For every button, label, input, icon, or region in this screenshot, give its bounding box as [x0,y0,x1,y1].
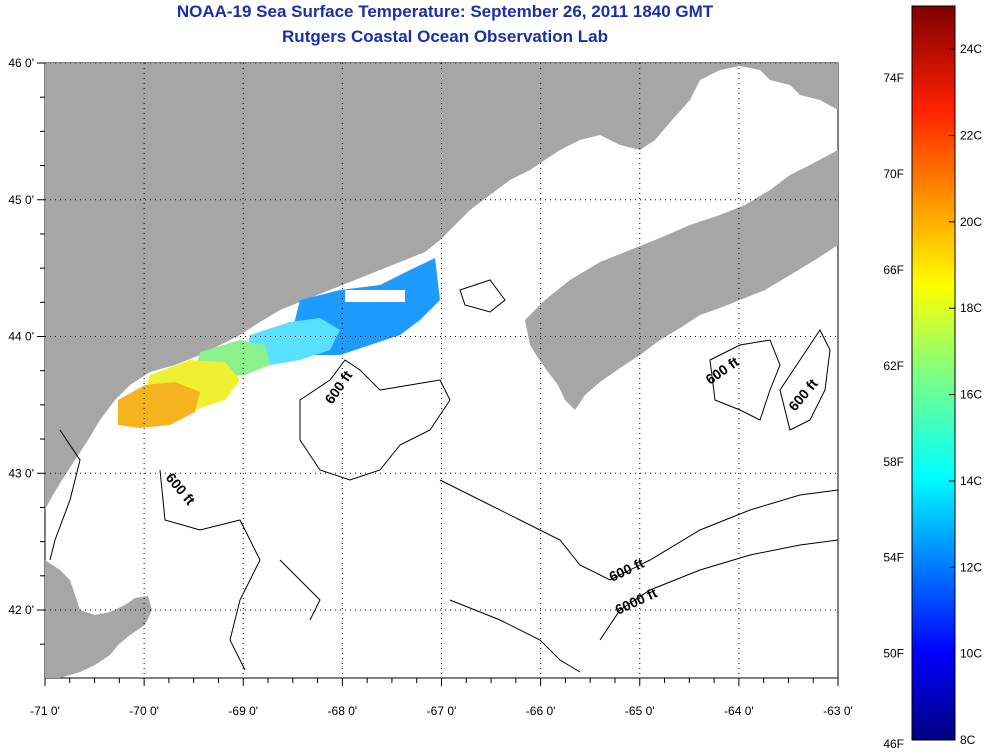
colorbar [911,5,956,741]
colorbar-f-label: 50F [883,647,904,661]
colorbar-f-label: 46F [883,737,904,751]
latitude-axis: 46 0' 45 0' 44 0' 43 0' 42 0' [8,56,45,645]
colorbar-f-label: 66F [883,263,904,277]
lon-label: -68 0' [328,704,358,718]
colorbar-f-label: 54F [883,551,904,565]
massachusetts-land [45,560,152,678]
colorbar-c-label: 24C [960,42,982,56]
lon-label: -69 0' [228,704,258,718]
colorbar-f-label: 70F [883,167,904,181]
colorbar-c-label: 10C [960,647,982,661]
nova-scotia-land [525,150,838,410]
lon-label: -67 0' [427,704,457,718]
lon-label: -63 0' [823,704,853,718]
colorbar-f-label: 62F [883,359,904,373]
mainland-land [45,63,838,510]
map-title: NOAA-19 Sea Surface Temperature: Septemb… [176,2,714,21]
colorbar-c-label: 12C [960,560,982,574]
colorbar-c-label: 8C [960,733,976,747]
lon-label: -71 0' [30,704,60,718]
lat-label: 44 0' [8,330,34,344]
lon-label: -70 0' [129,704,159,718]
lon-label: -66 0' [526,704,556,718]
lon-label: -65 0' [625,704,655,718]
map-area: 600 ft 600 ft 600 ft 600 ft 600 ft 6000 … [45,63,838,678]
lat-label: 42 0' [8,603,34,617]
lon-label: -64 0' [724,704,754,718]
colorbar-f-label: 58F [883,455,904,469]
colorbar-c-label: 18C [960,301,982,315]
sst-swath [118,258,440,428]
longitude-axis: -71 0' -70 0' -69 0' -68 0' -67 0' -66 0' -65 … [30,678,853,718]
colorbar-c-label: 16C [960,388,982,402]
colorbar-celsius-labels: 24C 22C 20C 18C 16C 14C 12C 10C 8C [949,42,982,747]
colorbar-c-label: 22C [960,129,982,143]
lat-label: 45 0' [8,193,34,207]
colorbar-c-label: 20C [960,215,982,229]
colorbar-c-label: 14C [960,474,982,488]
lat-label: 46 0' [8,56,34,70]
colorbar-f-label: 74F [883,71,904,85]
lat-label: 43 0' [8,466,34,480]
graticule [45,63,838,678]
map-subtitle: Rutgers Coastal Ocean Observation Lab [282,27,608,46]
colorbar-fahrenheit-labels: 74F 70F 66F 62F 58F 54F 50F 46F [883,71,904,751]
